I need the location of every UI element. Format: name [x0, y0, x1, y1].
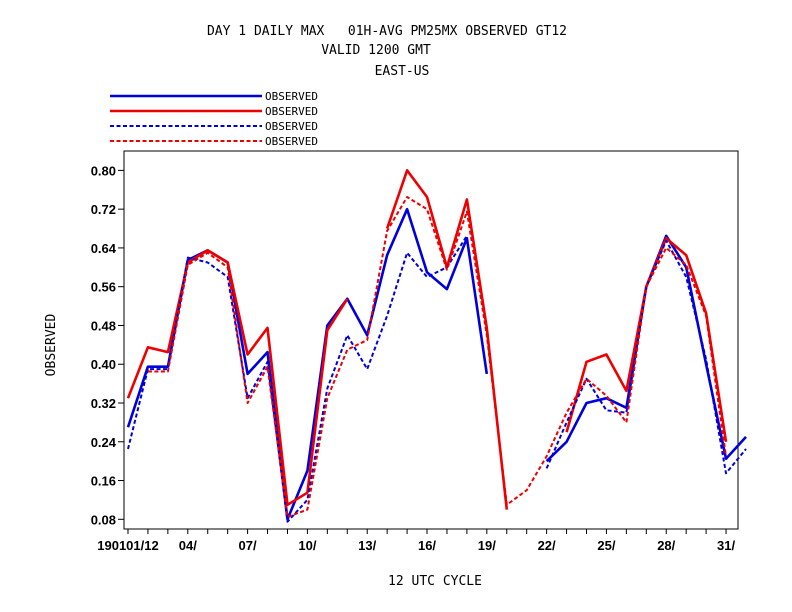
legend-label-2: OBSERVED: [265, 105, 318, 118]
legend-label-4: OBSERVED: [265, 135, 318, 148]
legend-label-1: OBSERVED: [265, 90, 318, 103]
y-tick-label: 0.40: [91, 357, 116, 372]
x-axis-label: 12 UTC CYCLE: [388, 574, 482, 589]
y-tick-label: 0.08: [91, 512, 116, 527]
y-tick-label: 0.56: [91, 280, 116, 295]
plot-frame: [123, 150, 739, 530]
series-line-1: [126, 207, 747, 521]
y-tick-label: 0.72: [91, 202, 116, 217]
y-tick-label: 0.16: [91, 474, 116, 489]
y-axis: 0.08 0.16 0.24 0.32 0.40 0.48 0.56 0.64 0.72 0.80: [91, 163, 124, 527]
x-tick-label: 16/: [418, 538, 436, 553]
series-line-3: [127, 235, 747, 523]
x-tick-label: 19/: [478, 538, 496, 553]
x-tick-label: 07/: [239, 538, 257, 553]
legend: OBSERVED OBSERVED OBSERVED OBSERVED: [110, 90, 318, 148]
x-tick-label: 31/: [717, 538, 735, 553]
y-tick-label: 0.24: [91, 435, 117, 450]
chart-title-line-2: VALID 1200 GMT: [321, 43, 431, 58]
x-tick-label: 13/: [358, 538, 376, 553]
y-tick-label: 0.32: [91, 396, 116, 411]
x-axis: 190101/12 04/07/10/13/16/19/22/25/28/31/: [97, 529, 735, 553]
series-line-4: [147, 196, 727, 518]
y-tick-label: 0.48: [91, 318, 116, 333]
chart-title-line-3: EAST-US: [375, 64, 430, 79]
x-tick-label: 25/: [597, 538, 615, 553]
x-tick-label: 22/: [538, 538, 556, 553]
chart-title-line-1: DAY 1 DAILY MAX 01H-AVG PM25MX OBSERVED …: [207, 24, 567, 39]
x-tick-label: 190101/12: [97, 538, 158, 553]
series-line-2: [126, 169, 728, 510]
series-group: [126, 169, 747, 523]
x-tick-label: 28/: [657, 538, 675, 553]
x-tick-label: 04/: [179, 538, 197, 553]
y-tick-label: 0.80: [91, 163, 116, 178]
y-axis-label: OBSERVED: [44, 314, 59, 377]
x-tick-label: 10/: [298, 538, 316, 553]
y-tick-label: 0.64: [91, 241, 117, 256]
legend-label-3: OBSERVED: [265, 120, 318, 133]
